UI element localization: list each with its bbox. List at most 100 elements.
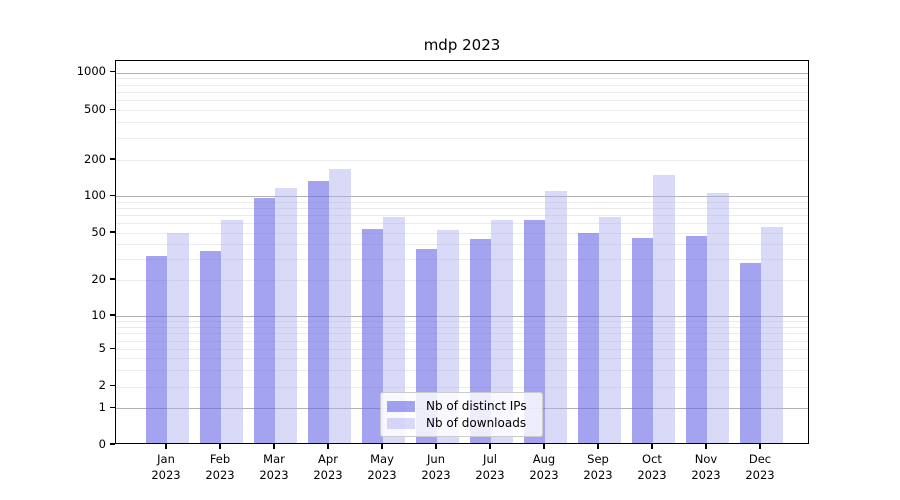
y-tick-label-5: 5 bbox=[98, 340, 106, 355]
x-tick-mark-dec bbox=[759, 444, 761, 449]
x-tick-label-nov: Nov 2023 bbox=[691, 452, 721, 482]
y-tick-mark-10 bbox=[110, 314, 115, 316]
legend-swatch-distinct-ips bbox=[387, 400, 415, 412]
bar-downloads-dec bbox=[761, 226, 783, 443]
x-tick-mark-jul bbox=[489, 444, 491, 449]
legend: Nb of distinct IPs Nb of downloads bbox=[380, 392, 543, 437]
chart-title: mdp 2023 bbox=[423, 36, 501, 54]
x-tick-label-may: May 2023 bbox=[367, 452, 397, 482]
bar-downloads-jul bbox=[491, 219, 513, 443]
gridline-minor-900 bbox=[116, 78, 808, 80]
x-tick-mark-jan bbox=[165, 444, 167, 449]
gridline-minor-90 bbox=[116, 201, 808, 203]
x-tick-label-mar: Mar 2023 bbox=[259, 452, 289, 482]
y-tick-mark-500 bbox=[110, 108, 115, 111]
gridline-minor-50 bbox=[116, 233, 808, 234]
bar-distinct-ips-mar bbox=[253, 198, 275, 443]
x-tick-label-aug: Aug 2023 bbox=[529, 452, 559, 482]
legend-swatch-downloads bbox=[387, 417, 415, 429]
x-tick-label-dec: Dec 2023 bbox=[745, 452, 775, 482]
bar-distinct-ips-feb bbox=[199, 250, 221, 443]
y-tick-mark-50 bbox=[110, 231, 115, 233]
x-tick-mark-aug bbox=[543, 444, 545, 449]
gridline-minor-400 bbox=[116, 122, 808, 124]
bar-downloads-feb bbox=[221, 219, 243, 443]
y-tick-mark-100 bbox=[110, 194, 115, 197]
legend-label-distinct-ips: Nb of distinct IPs bbox=[426, 399, 527, 413]
legend-item-downloads: Nb of downloads bbox=[387, 416, 534, 430]
bar-downloads-aug bbox=[545, 191, 567, 443]
bar-distinct-ips-aug bbox=[523, 219, 545, 443]
bar-distinct-ips-dec bbox=[739, 262, 761, 443]
gridline-major-10 bbox=[116, 316, 808, 317]
gridline-major-100 bbox=[116, 196, 808, 198]
x-tick-mark-jun bbox=[435, 444, 437, 449]
bar-downloads-oct bbox=[653, 174, 675, 443]
y-tick-mark-1000 bbox=[110, 70, 115, 73]
y-tick-label-50: 50 bbox=[91, 224, 106, 239]
y-tick-label-0: 0 bbox=[98, 436, 106, 451]
gridline-major-1000 bbox=[116, 72, 808, 74]
x-tick-mark-nov bbox=[705, 444, 707, 449]
x-tick-mark-apr bbox=[327, 444, 329, 449]
gridline-minor-500 bbox=[116, 110, 808, 112]
x-tick-label-sep: Sep 2023 bbox=[583, 452, 613, 482]
y-tick-label-20: 20 bbox=[91, 271, 106, 286]
x-tick-label-jan: Jan 2023 bbox=[151, 452, 181, 482]
plot-area bbox=[115, 60, 809, 444]
bar-downloads-sep bbox=[599, 217, 621, 443]
gridline-minor-20 bbox=[116, 280, 808, 281]
gridline-minor-80 bbox=[116, 208, 808, 210]
gridline-minor-8 bbox=[116, 326, 808, 328]
bar-distinct-ips-jul bbox=[469, 238, 491, 443]
gridline-minor-30 bbox=[116, 259, 808, 261]
gridline-minor-3 bbox=[116, 370, 808, 372]
y-tick-mark-5 bbox=[110, 347, 115, 350]
x-tick-label-jul: Jul 2023 bbox=[475, 452, 505, 482]
x-tick-mark-mar bbox=[273, 444, 275, 449]
bar-downloads-may bbox=[383, 217, 405, 443]
bar-downloads-mar bbox=[275, 188, 297, 443]
y-tick-label-1: 1 bbox=[98, 399, 106, 414]
y-tick-mark-2 bbox=[110, 384, 115, 387]
x-tick-label-oct: Oct 2023 bbox=[637, 452, 667, 482]
bar-downloads-apr bbox=[329, 168, 351, 443]
legend-label-downloads: Nb of downloads bbox=[426, 416, 527, 430]
bar-distinct-ips-apr bbox=[307, 181, 329, 443]
x-tick-mark-feb bbox=[219, 444, 221, 449]
bar-distinct-ips-oct bbox=[631, 237, 653, 443]
y-tick-label-100: 100 bbox=[84, 187, 106, 202]
legend-item-distinct-ips: Nb of distinct IPs bbox=[387, 399, 534, 413]
bar-distinct-ips-may bbox=[361, 228, 383, 443]
gridline-minor-4 bbox=[116, 358, 808, 360]
gridline-minor-7 bbox=[116, 333, 808, 335]
y-tick-label-2: 2 bbox=[98, 378, 106, 393]
y-tick-mark-200 bbox=[110, 158, 115, 160]
x-tick-mark-sep bbox=[597, 444, 599, 449]
bar-downloads-jun bbox=[437, 229, 459, 443]
gridline-minor-2 bbox=[116, 386, 808, 388]
x-tick-mark-oct bbox=[651, 444, 653, 449]
x-tick-label-feb: Feb 2023 bbox=[205, 452, 235, 482]
y-tick-label-1000: 1000 bbox=[76, 64, 106, 79]
gridline-minor-800 bbox=[116, 84, 808, 86]
y-tick-mark-20 bbox=[110, 278, 115, 280]
y-tick-label-200: 200 bbox=[84, 151, 106, 166]
y-tick-mark-0 bbox=[110, 443, 115, 445]
x-tick-label-jun: Jun 2023 bbox=[421, 452, 451, 482]
y-tick-label-500: 500 bbox=[84, 101, 106, 116]
bar-downloads-jan bbox=[167, 233, 189, 443]
x-tick-label-apr: Apr 2023 bbox=[313, 452, 343, 482]
y-tick-label-10: 10 bbox=[91, 307, 106, 322]
gridline-minor-700 bbox=[116, 92, 808, 94]
gridline-minor-40 bbox=[116, 244, 808, 246]
gridline-minor-60 bbox=[116, 223, 808, 225]
gridline-minor-200 bbox=[116, 160, 808, 162]
bar-distinct-ips-nov bbox=[685, 236, 707, 443]
gridline-minor-5 bbox=[116, 349, 808, 351]
gridline-minor-600 bbox=[116, 100, 808, 102]
bar-downloads-nov bbox=[707, 193, 729, 443]
gridline-minor-9 bbox=[116, 321, 808, 323]
x-tick-mark-may bbox=[381, 444, 383, 449]
